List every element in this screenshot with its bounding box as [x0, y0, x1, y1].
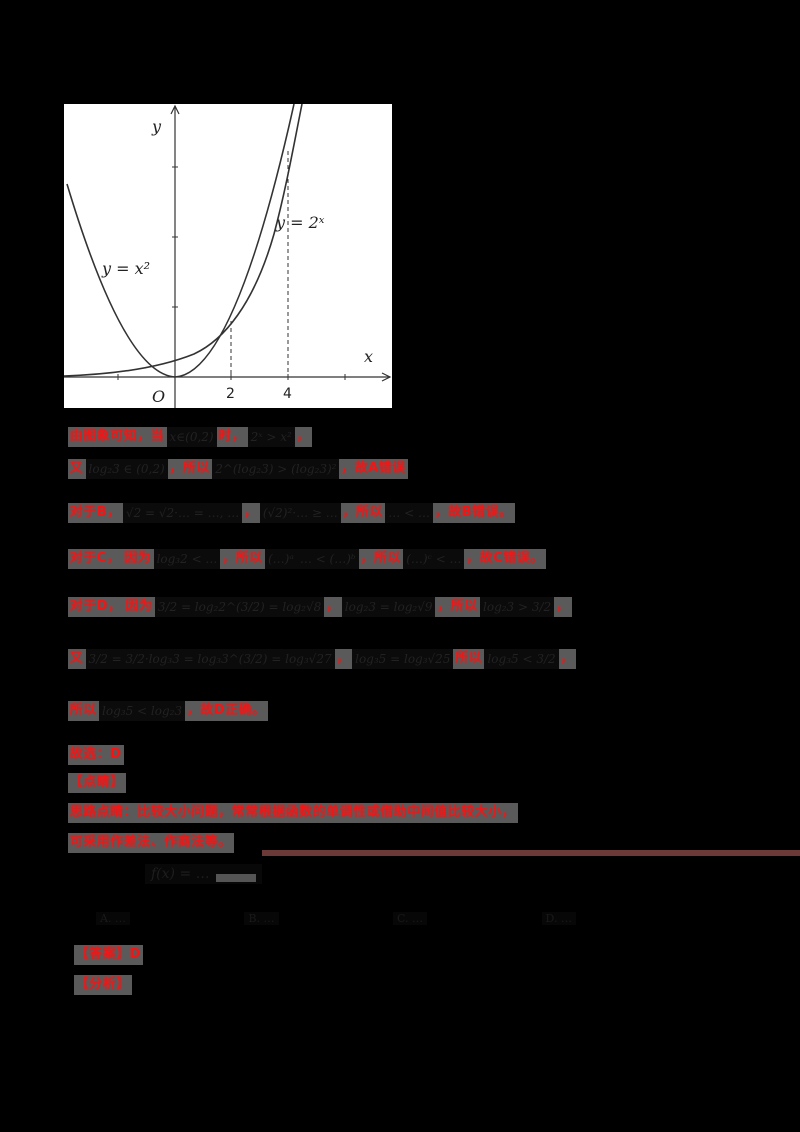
math-expression: log₃5 = log₃√25	[352, 649, 454, 669]
highlighted-text: ，	[554, 597, 572, 617]
highlighted-text: 又	[68, 459, 86, 479]
highlighted-text: 对于C，	[68, 549, 123, 569]
x-tick-4: 4	[283, 386, 292, 402]
highlighted-text: ，故A错误	[339, 459, 409, 479]
origin-label: O	[152, 387, 165, 406]
highlighted-text: 对于D，	[68, 597, 124, 617]
highlighted-text: ，	[294, 427, 313, 447]
solution-line: 对于C， 因为 log₃2 < … ，所以 (…)ᵃ… < (…)ᵇ ，所以 (…)ᶜ < …	[68, 548, 547, 570]
function-graph: y x O 2 4 y = x² y = 2ˣ	[64, 104, 392, 408]
math-expression: log₂3 > 3/2	[480, 597, 555, 617]
highlighted-text: 所以	[453, 649, 485, 669]
math-expression: (…)ᵃ	[264, 549, 297, 569]
math-expression: (√2)²·… ≥ …	[259, 503, 341, 523]
analysis-label: 【分析】	[74, 975, 133, 995]
highlighted-text: 由图象可知，当	[68, 427, 167, 447]
x-axis-label: x	[364, 347, 373, 366]
math-expression: log₃5 < 3/2	[484, 649, 559, 669]
formula-bar	[215, 874, 256, 882]
math-expression: log₂3 = log₂√9	[341, 597, 436, 617]
option-c: C. …	[393, 912, 428, 925]
analysis-label-line: 【分析】	[74, 974, 133, 996]
answer-label: 【答案】D	[74, 945, 144, 965]
highlighted-text: ，故D正确。	[185, 701, 268, 721]
answer-choice: 故选：D	[68, 745, 124, 765]
solution-line: 对于B， √2 = √2·… = …, …， (√2)²·… ≥ … ，所以… < ……	[68, 502, 515, 524]
solution-line: 又 log₂3 ∈ (0,2) ，所以 2^(log₂3) > (log₂3)² ，故A…	[68, 458, 409, 480]
comment-line-1: 思路点睛：比较大小问题，常常根据函数的单调性或借助中间值比较大小，	[68, 802, 518, 824]
answer-line: 故选：D	[68, 744, 124, 766]
comment-text: 思路点睛：比较大小问题，常常根据函数的单调性或借助中间值比较大小，	[68, 803, 518, 823]
solution-line: 所以 log₃5 < log₂3 ，故D正确。	[68, 700, 268, 722]
highlighted-text: 又	[68, 649, 86, 669]
solution-line: 对于D， 因为 3/2 = log₂2^(3/2) = log₂√8， log₂3 =…	[68, 596, 572, 618]
math-expression: log₂3 ∈ (0,2)	[85, 459, 168, 479]
solution-line: 由图象可知，当 x∈(0,2) 时， 2ˣ > x²，	[68, 426, 313, 448]
parabola-curve	[66, 104, 295, 378]
highlighted-text: 时，	[216, 427, 248, 447]
math-expression: log₃2 < …	[153, 549, 221, 569]
math-expression: … < …	[385, 503, 433, 523]
math-expression: √2 = √2·… = …, …	[122, 503, 243, 523]
x-tick-2: 2	[226, 386, 235, 402]
highlighted-text: 因为	[122, 549, 154, 569]
formula-text: f(x) = …	[151, 866, 210, 882]
question-formula: f(x) = …	[145, 864, 262, 884]
option-d: D. …	[541, 912, 576, 925]
highlighted-text: 所以	[68, 701, 100, 721]
comment-header: 【点睛】	[68, 773, 127, 793]
math-expression: … < (…)ᵇ	[296, 549, 359, 569]
question-options: A. … B. … C. … D. …	[96, 912, 576, 925]
comment-text: 可采用作差法、作商法等。	[68, 833, 235, 853]
highlighted-text: ，	[324, 597, 342, 617]
option-b: B. …	[244, 912, 279, 925]
highlighted-text: ，所以	[358, 549, 404, 569]
divider	[262, 850, 800, 856]
highlighted-text: ，所以	[340, 503, 386, 523]
highlighted-text: ，	[242, 503, 260, 523]
graph-svg: y x O 2 4 y = x² y = 2ˣ	[64, 104, 392, 408]
math-expression: 2^(log₂3) > (log₂3)²	[212, 459, 340, 479]
comment-line-2: 可采用作差法、作商法等。	[68, 832, 235, 854]
parabola-label: y = x²	[101, 259, 150, 278]
highlighted-text: ，所以	[435, 597, 480, 617]
highlighted-text: ，故C错误。	[464, 549, 547, 569]
exponential-curve	[64, 104, 303, 377]
math-expression: (…)ᶜ < …	[403, 549, 465, 569]
math-expression: 3/2 = log₂2^(3/2) = log₂√8	[154, 597, 325, 617]
math-expression: x∈(0,2)	[166, 427, 217, 447]
answer-label-line: 【答案】D	[74, 944, 144, 966]
highlighted-text: ，故B错误。	[432, 503, 515, 523]
exponential-label: y = 2ˣ	[275, 213, 325, 232]
math-expression: 2ˣ > x²	[247, 427, 295, 447]
highlighted-text: 对于B，	[68, 503, 123, 523]
option-a: A. …	[96, 912, 130, 925]
solution-line: 又 3/2 = 3/2·log₃3 = log₃3^(3/2) = log₃√27…	[68, 648, 577, 670]
math-expression: 3/2 = 3/2·log₃3 = log₃3^(3/2) = log₃√27	[85, 649, 335, 669]
highlighted-text: ，	[558, 649, 577, 669]
highlighted-text: ，	[334, 649, 353, 669]
y-axis-label: y	[151, 117, 162, 136]
comment-header-line: 【点睛】	[68, 772, 127, 794]
highlighted-text: ，所以	[167, 459, 213, 479]
highlighted-text: ，所以	[220, 549, 265, 569]
highlighted-text: 因为	[123, 597, 155, 617]
math-expression: log₃5 < log₂3	[99, 701, 186, 721]
